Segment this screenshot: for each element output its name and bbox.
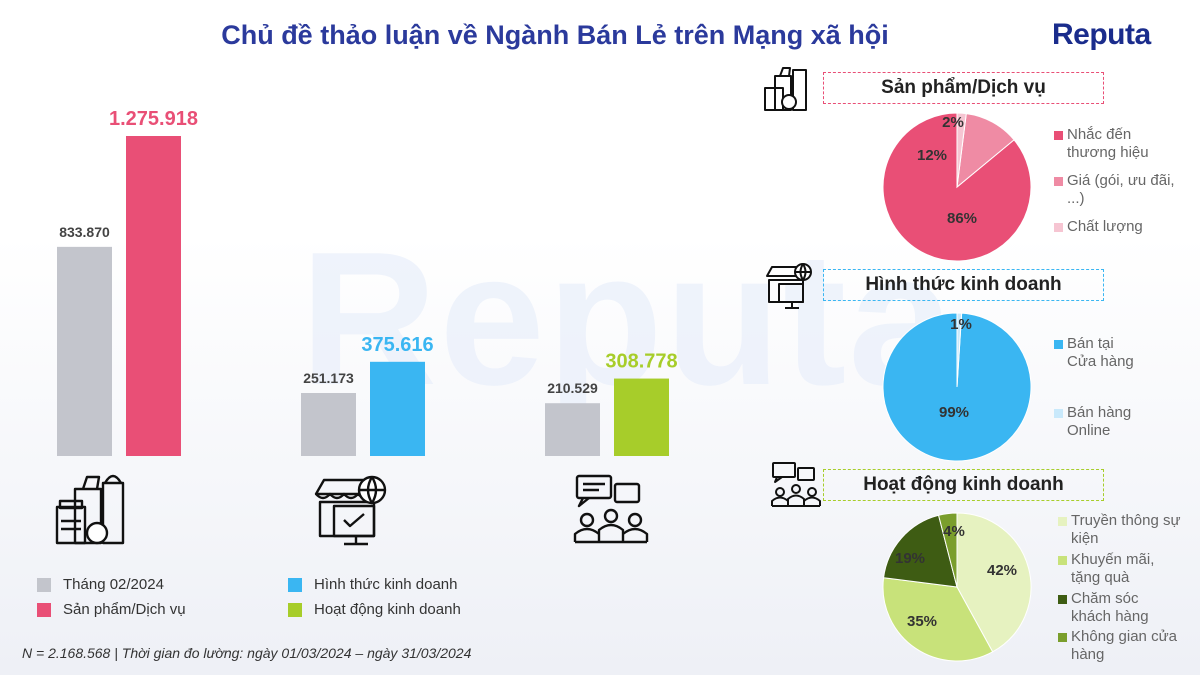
pie-0-label-1: 12% [917,147,947,164]
legend-product: Sản phẩm/Dịch vụ [37,601,186,618]
pie-0-slice-2 [956,112,967,188]
pie-2-slice-1 [882,577,994,662]
legend-month: Tháng 02/2024 [37,576,164,593]
pie-2-slice-3 [937,512,958,588]
section-store-icon [766,263,812,309]
pie-legend-activity-1: Truyền thông sự kiện [1058,512,1181,548]
section-header-business-form: Hình thức kinh doanh [823,269,1104,301]
pie-2-label-0: 42% [987,562,1017,579]
legend-text: Truyền thông sự kiện [1071,512,1181,547]
pie-legend-activity-4: Không gian cửa hàng [1058,628,1181,664]
page-title: Chủ đề thảo luận về Ngành Bán Lẻ trên Mạ… [221,20,889,50]
legend-label: Sản phẩm/Dịch vụ [63,601,186,618]
pie-0-label-2: 2% [942,114,964,131]
pie-1-slice-1 [956,312,963,388]
legend-label: Tháng 02/2024 [63,576,164,593]
bar-prev-1 [301,393,356,456]
legend-text: Khuyến mãi, tặng quà [1071,551,1155,586]
legend-label: Hình thức kinh doanh [314,576,458,593]
legend-text: Không gian cửa hàng [1071,628,1177,663]
legend-text: Bán tại Cửa hàng [1067,335,1134,370]
pie-legend-product-1: Nhắc đến thương hiệu [1054,126,1177,162]
bar-current-2 [614,378,669,456]
legend-swatch [37,577,51,592]
pie-2-label-3: 4% [943,523,965,540]
legend-business-activity: Hoạt động kinh doanh [288,601,461,618]
legend-swatch [1058,595,1067,604]
legend-swatch [1054,223,1063,232]
pie-legend-form-2: Bán hàng Online [1054,404,1147,440]
bar-prev-2 [545,403,600,456]
pie-legend-product-2: Giá (gói, ưu đãi, ...) [1054,172,1177,208]
legend-swatch [1054,340,1063,349]
legend-swatch [1058,556,1067,565]
pie-legend-activity-2: Khuyến mãi, tặng quà [1058,551,1181,587]
bar-prev-0 [57,246,112,456]
pie-0-label-0: 86% [947,210,977,227]
pie-0-slice-0 [882,112,1032,262]
pie-charts: 86% 12% 2% 99% 1% 42% 35% 19% 4% [882,112,1032,662]
pie-2-slice-0 [956,512,1032,653]
bar-label-current-2: 308.778 [605,351,677,373]
legend-swatch [37,602,51,617]
bar-chart: 833.870 1.275.918 251.173 375.616 210.529 308… [57,108,678,456]
legend-text: Chăm sóc khách hàng [1071,590,1149,625]
section-meeting-icon [771,462,821,507]
pie-2-label-2: 19% [895,550,925,567]
legend-swatch [288,577,302,592]
bar-current-1 [370,361,425,456]
section-product-icon [764,67,807,111]
bar-label-current-0: 1.275.918 [109,108,198,130]
pie-1-label-1: 1% [950,316,972,333]
legend-swatch [1054,131,1063,140]
online-store-icon [314,475,387,546]
legend-text: Giá (gói, ưu đãi, ...) [1067,172,1175,207]
pie-legend-product-3: Chất lượng [1054,218,1177,236]
bar-label-prev-1: 251.173 [303,370,354,386]
legend-swatch [1058,633,1067,642]
section-header-product: Sản phẩm/Dịch vụ [823,72,1104,104]
bar-label-prev-0: 833.870 [59,224,110,240]
legend-swatch [288,602,302,617]
legend-label: Hoạt động kinh doanh [314,601,461,618]
reputa-logo: Reputa [1052,18,1151,52]
pie-2-label-1: 35% [907,613,937,630]
section-header-product-label: Sản phẩm/Dịch vụ [881,77,1046,98]
pie-legend-form-1: Bán tại Cửa hàng [1054,335,1147,371]
pie-legend-activity-3: Chăm sóc khách hàng [1058,590,1181,626]
section-header-business-activity-label: Hoạt động kinh doanh [863,474,1064,495]
meeting-chat-icon [573,474,649,544]
bar-label-prev-2: 210.529 [547,380,598,396]
grocery-bag-icon [55,474,125,545]
legend-text: Nhắc đến thương hiệu [1067,126,1149,161]
bar-current-0 [126,136,181,456]
section-header-business-form-label: Hình thức kinh doanh [865,274,1062,295]
section-header-business-activity: Hoạt động kinh doanh [823,469,1104,501]
legend-swatch [1054,177,1063,186]
pie-1-label-0: 99% [939,404,969,421]
legend-swatch [1058,517,1067,526]
legend-business-form: Hình thức kinh doanh [288,576,457,593]
pie-2-slice-2 [883,514,958,588]
legend-text: Bán hàng Online [1067,404,1132,439]
footnote: N = 2.168.568 | Thời gian đo lường: ngày… [22,645,472,661]
bar-label-current-1: 375.616 [361,334,433,356]
legend-swatch [1054,409,1063,418]
logo-text: Reputa [1052,18,1151,51]
legend-text: Chất lượng [1067,218,1143,235]
